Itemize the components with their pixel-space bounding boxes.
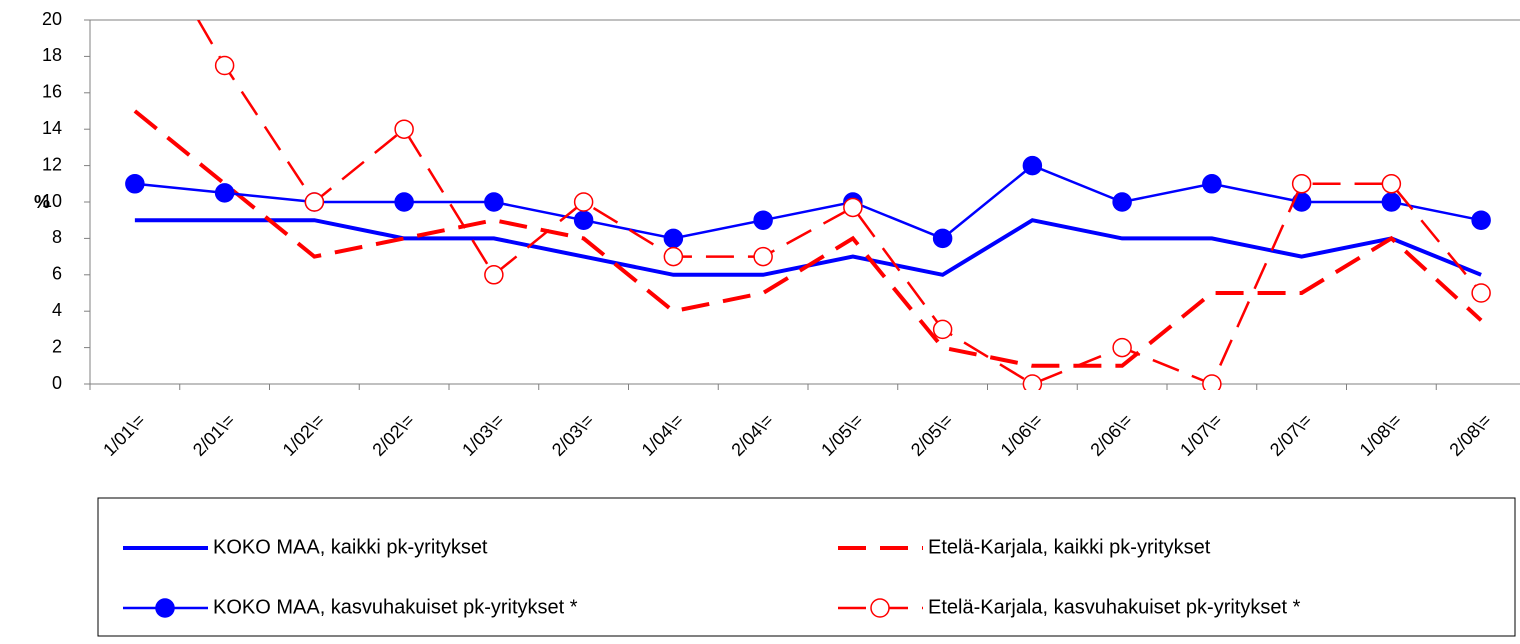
x-tick-label: 1/06\= [997, 410, 1047, 460]
point-marker [155, 598, 175, 618]
point-marker [1202, 174, 1222, 194]
legend-label: Etelä-Karjala, kasvuhakuiset pk-yritykse… [928, 596, 1301, 618]
series-line [196, 20, 1483, 386]
legend-box [97, 497, 1516, 637]
x-tick-label: 2/03\= [548, 410, 598, 460]
point-marker [1291, 174, 1312, 194]
y-tick-label: 10 [42, 191, 62, 211]
y-tick-label: 0 [52, 373, 62, 393]
x-tick-label: 1/02\= [279, 410, 329, 460]
x-tick-label: 2/08\= [1445, 410, 1495, 460]
point-marker [1471, 210, 1491, 230]
plot-area [125, 20, 1491, 390]
point-marker [753, 246, 773, 267]
legend-label: KOKO MAA, kasvuhakuiset pk-yritykset * [213, 596, 578, 618]
legend-label: KOKO MAA, kaikki pk-yritykset [213, 536, 488, 558]
y-tick-label: 6 [52, 264, 62, 284]
point-marker [484, 265, 504, 285]
point-marker [1381, 174, 1402, 194]
series-line [133, 109, 1483, 368]
x-tick-label: 1/03\= [458, 410, 508, 460]
x-tick-label: 1/01\= [99, 410, 149, 460]
point-marker [394, 192, 414, 212]
x-tick-label: 1/05\= [817, 410, 867, 460]
y-tick-label: 16 [42, 82, 62, 102]
point-marker [125, 174, 145, 194]
point-marker [394, 119, 414, 139]
point-marker [1022, 374, 1043, 390]
point-marker [932, 228, 953, 249]
point-marker [870, 598, 890, 618]
point-marker [214, 183, 235, 203]
x-tick-label: 2/04\= [727, 410, 777, 460]
point-marker [663, 228, 684, 249]
legend-label: Etelä-Karjala, kaikki pk-yritykset [928, 536, 1211, 558]
point-marker [1202, 374, 1222, 390]
x-tick-label: 2/01\= [189, 410, 239, 460]
y-tick-label: 12 [42, 154, 62, 174]
x-tick-label: 1/07\= [1176, 410, 1226, 460]
point-marker [843, 197, 863, 218]
x-tick-label: 2/06\= [1086, 410, 1136, 460]
point-marker [663, 246, 684, 267]
y-tick-label: 4 [52, 300, 62, 320]
point-marker [573, 210, 594, 230]
y-tick-label: 2 [52, 336, 62, 356]
point-marker [932, 319, 953, 340]
point-marker [1381, 192, 1402, 212]
x-tick-label: 2/05\= [907, 410, 957, 460]
point-marker [573, 192, 594, 212]
point-marker [1471, 283, 1491, 303]
point-marker [1112, 192, 1132, 212]
x-tick-label: 2/07\= [1266, 410, 1316, 460]
y-axis-label: % [34, 192, 50, 212]
point-marker [304, 192, 325, 212]
y-tick-label: 14 [42, 118, 62, 138]
y-tick-label: 8 [52, 227, 62, 247]
x-tick-label: 2/02\= [368, 410, 418, 460]
point-marker [1022, 155, 1043, 176]
x-tick-label: 1/08\= [1356, 410, 1406, 460]
x-tick-label: 1/04\= [638, 410, 688, 460]
point-marker [1112, 337, 1132, 358]
point-marker [484, 192, 504, 212]
point-marker [753, 210, 773, 230]
point-marker [214, 55, 235, 76]
y-tick-label: 18 [42, 45, 62, 65]
y-tick-label: 20 [42, 9, 62, 29]
series-line [134, 164, 1482, 240]
